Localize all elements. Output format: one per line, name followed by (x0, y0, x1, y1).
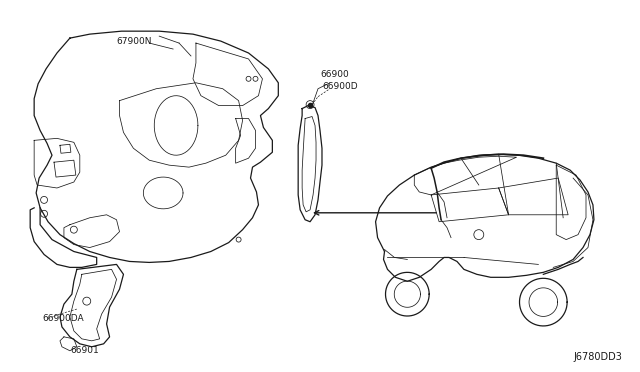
Text: 66900DA: 66900DA (42, 314, 84, 324)
Text: 67900N: 67900N (116, 36, 152, 46)
Text: 66901: 66901 (70, 346, 99, 355)
Text: 66900D: 66900D (322, 82, 358, 91)
Text: 66900: 66900 (320, 70, 349, 79)
Text: J6780DD3: J6780DD3 (574, 352, 623, 362)
